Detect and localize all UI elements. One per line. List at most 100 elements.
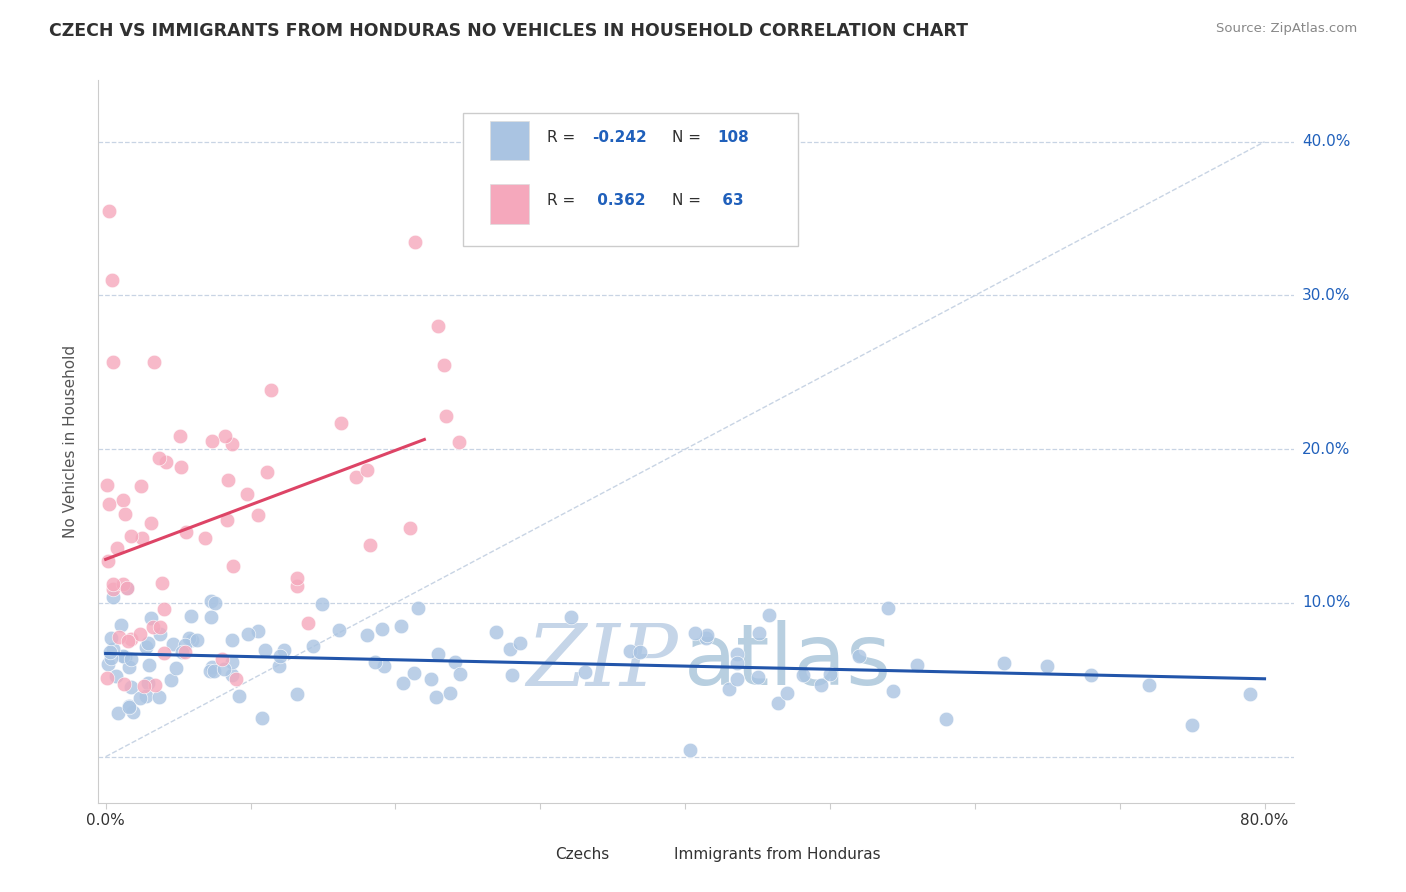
Point — [285, 687, 308, 701]
Point — [118, 660, 141, 674]
Point — [485, 625, 508, 640]
Point — [211, 651, 233, 665]
Point — [406, 601, 429, 615]
Point — [247, 624, 270, 639]
Point — [792, 667, 814, 681]
Point — [344, 469, 367, 483]
Point — [111, 492, 134, 507]
Point — [560, 609, 582, 624]
Point — [136, 635, 159, 649]
Point — [373, 659, 395, 673]
Point — [169, 459, 191, 474]
Point — [419, 673, 441, 687]
Point — [201, 659, 224, 673]
Point — [115, 581, 138, 595]
Text: Immigrants from Honduras: Immigrants from Honduras — [675, 847, 882, 862]
Point — [695, 631, 717, 645]
Text: 10.0%: 10.0% — [1302, 596, 1350, 610]
Point — [120, 652, 142, 666]
Point — [112, 677, 135, 691]
Point — [433, 358, 456, 372]
Point — [370, 622, 392, 636]
Text: 108: 108 — [717, 130, 749, 145]
Point — [297, 615, 319, 630]
Point — [150, 576, 173, 591]
Point — [1181, 717, 1204, 731]
Point — [155, 455, 177, 469]
Point — [402, 666, 425, 681]
Point — [250, 711, 273, 725]
Point — [328, 623, 350, 637]
Point — [425, 690, 447, 704]
Text: CZECH VS IMMIGRANTS FROM HONDURAS NO VEHICLES IN HOUSEHOLD CORRELATION CHART: CZECH VS IMMIGRANTS FROM HONDURAS NO VEH… — [49, 22, 969, 40]
Point — [214, 429, 236, 443]
Point — [174, 645, 197, 659]
Point — [935, 713, 957, 727]
Point — [225, 672, 247, 686]
Point — [138, 657, 160, 672]
Point — [97, 203, 120, 218]
Point — [101, 582, 124, 597]
Point — [269, 648, 291, 663]
Point — [179, 632, 201, 646]
Point — [122, 705, 145, 719]
Point — [392, 676, 415, 690]
Point — [202, 664, 225, 678]
Text: 63: 63 — [717, 193, 744, 208]
Point — [404, 235, 426, 249]
Point — [810, 678, 832, 692]
Point — [228, 689, 250, 703]
Point — [180, 633, 202, 648]
Point — [149, 626, 172, 640]
Point — [748, 626, 770, 640]
Point — [180, 609, 202, 624]
Point — [194, 532, 217, 546]
Point — [105, 541, 128, 555]
FancyBboxPatch shape — [463, 112, 797, 246]
Text: Czechs: Czechs — [555, 847, 609, 862]
Point — [101, 355, 124, 369]
FancyBboxPatch shape — [523, 847, 548, 862]
Point — [97, 657, 120, 671]
Point — [143, 355, 166, 369]
Point — [356, 628, 378, 642]
Point — [101, 590, 124, 604]
Point — [221, 436, 243, 450]
Point — [329, 416, 352, 430]
Point — [221, 668, 243, 682]
Point — [238, 627, 260, 641]
Point — [120, 632, 142, 647]
Point — [148, 690, 170, 704]
Point — [443, 656, 465, 670]
Point — [120, 528, 142, 542]
Point — [359, 538, 381, 552]
Point — [389, 619, 412, 633]
Point — [108, 630, 131, 644]
Point — [100, 651, 122, 665]
Point — [696, 628, 718, 642]
Point — [619, 644, 641, 658]
Point — [100, 273, 122, 287]
Point — [449, 666, 471, 681]
Point — [285, 571, 308, 585]
Point — [818, 666, 841, 681]
Point — [172, 645, 194, 659]
FancyBboxPatch shape — [643, 847, 668, 862]
Point — [273, 642, 295, 657]
Point — [162, 637, 184, 651]
Point — [165, 661, 187, 675]
Point — [121, 680, 143, 694]
Point — [201, 434, 224, 449]
Point — [509, 636, 531, 650]
Point — [129, 627, 152, 641]
Point — [117, 634, 139, 648]
Point — [267, 658, 290, 673]
Point — [882, 684, 904, 698]
Point — [221, 655, 243, 669]
Point — [363, 655, 385, 669]
Point — [114, 649, 136, 664]
Point — [725, 656, 748, 670]
Point — [141, 610, 163, 624]
Text: R =: R = — [547, 193, 579, 208]
Point — [356, 462, 378, 476]
